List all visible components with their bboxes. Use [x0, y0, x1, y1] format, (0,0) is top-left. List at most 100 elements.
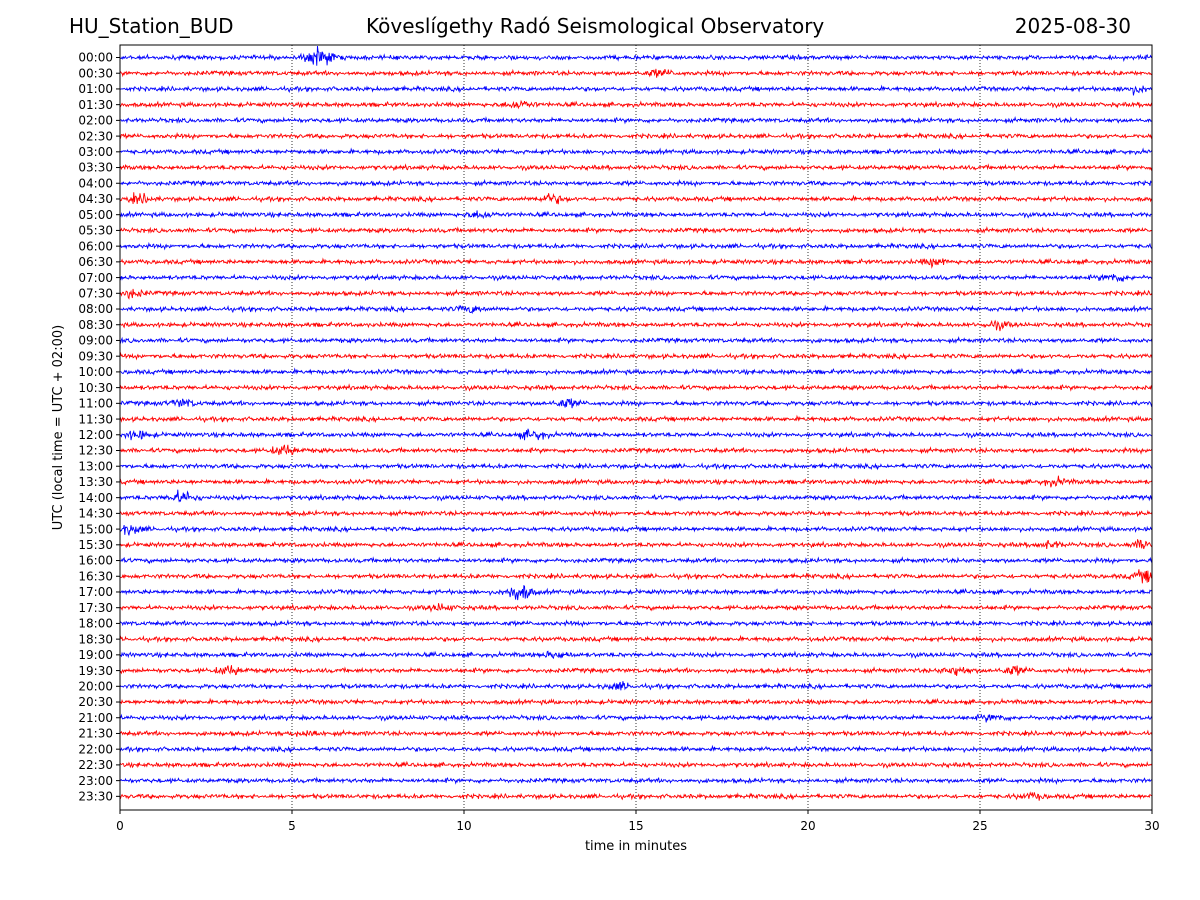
y-tick-label: 19:30	[78, 664, 113, 678]
y-tick-label: 20:30	[78, 695, 113, 709]
trace-1330	[119, 475, 1153, 488]
y-tick-label: 19:00	[78, 648, 113, 662]
trace-0730	[119, 288, 1153, 300]
trace-2200	[119, 744, 1153, 754]
y-tick-label: 02:00	[78, 114, 113, 128]
y-tick-label: 05:30	[78, 224, 113, 238]
trace-1230	[119, 444, 1153, 456]
trace-1000	[119, 367, 1152, 376]
trace-2030	[119, 697, 1153, 707]
y-tick-label: 18:00	[78, 617, 113, 631]
y-tick-label: 16:30	[78, 569, 113, 583]
trace-0800	[119, 304, 1153, 314]
trace-1730	[119, 603, 1153, 613]
trace-0400	[119, 178, 1152, 188]
y-tick-label: 08:30	[78, 318, 113, 332]
trace-2130	[119, 729, 1153, 738]
trace-0030	[119, 68, 1153, 78]
y-tick-label: 01:30	[78, 98, 113, 112]
y-tick-label: 10:30	[78, 381, 113, 395]
trace-2330	[119, 791, 1153, 801]
trace-1600	[119, 556, 1153, 565]
y-tick-label: 06:00	[78, 239, 113, 253]
trace-0600	[119, 241, 1153, 251]
trace-1930	[119, 665, 1153, 677]
x-axis-label: time in minutes	[585, 839, 687, 854]
y-tick-label: 23:00	[78, 774, 113, 788]
y-tick-label: 20:00	[78, 680, 113, 694]
y-tick-label: 10:00	[78, 365, 113, 379]
y-tick-label: 11:00	[78, 397, 113, 411]
trace-0230	[119, 131, 1153, 141]
x-tick-label: 20	[800, 819, 815, 833]
trace-1100	[119, 398, 1153, 409]
observatory-title: Köveslígethy Radó Seismological Observat…	[366, 14, 825, 38]
y-tick-label: 03:00	[78, 145, 113, 159]
y-tick-label: 03:30	[78, 161, 113, 175]
trace-0830	[119, 319, 1153, 332]
trace-1630	[119, 569, 1153, 584]
x-tick-label: 0	[116, 819, 124, 833]
y-tick-label: 04:30	[78, 192, 113, 206]
trace-2230	[119, 760, 1153, 769]
trace-0530	[119, 225, 1153, 235]
trace-2300	[119, 776, 1153, 785]
trace-0700	[119, 273, 1153, 283]
trace-1300	[119, 462, 1153, 471]
x-tick-label: 10	[456, 819, 471, 833]
trace-1200	[119, 428, 1153, 441]
y-tick-label: 07:30	[78, 287, 113, 301]
trace-0100	[119, 84, 1153, 96]
y-tick-label: 14:30	[78, 507, 113, 521]
y-tick-label: 15:00	[78, 522, 113, 536]
y-tick-label: 01:00	[78, 82, 113, 96]
y-tick-label: 13:30	[78, 475, 113, 489]
y-tick-label: 18:30	[78, 632, 113, 646]
trace-0930	[119, 351, 1153, 361]
y-tick-label: 06:30	[78, 255, 113, 269]
date-label: 2025-08-30	[1014, 14, 1131, 38]
y-tick-label: 08:00	[78, 302, 113, 316]
y-tick-label: 02:30	[78, 129, 113, 143]
y-tick-label: 22:30	[78, 758, 113, 772]
trace-0630	[119, 257, 1153, 269]
trace-1130	[119, 414, 1153, 424]
trace-0430	[119, 192, 1153, 205]
y-tick-label: 21:00	[78, 711, 113, 725]
trace-1830	[119, 634, 1153, 644]
y-tick-label: 09:00	[78, 334, 113, 348]
trace-1400	[119, 489, 1153, 503]
trace-0330	[119, 163, 1153, 172]
y-tick-label: 16:00	[78, 554, 113, 568]
trace-0300	[119, 147, 1153, 156]
trace-1700	[119, 585, 1153, 601]
trace-1430	[119, 508, 1153, 518]
y-tick-label: 17:30	[78, 601, 113, 615]
y-tick-label: 23:30	[78, 790, 113, 804]
y-tick-label: 04:00	[78, 176, 113, 190]
x-tick-label: 15	[628, 819, 643, 833]
trace-0000	[119, 45, 1153, 66]
trace-0200	[119, 115, 1153, 125]
y-tick-label: 07:00	[78, 271, 113, 285]
trace-1530	[119, 539, 1153, 550]
trace-1030	[119, 383, 1153, 392]
trace-0500	[119, 210, 1153, 220]
y-tick-label: 15:30	[78, 538, 113, 552]
x-tick-label: 30	[1144, 819, 1159, 833]
y-tick-label: 14:00	[78, 491, 113, 505]
y-tick-label: 12:30	[78, 444, 113, 458]
y-tick-label: 00:00	[78, 51, 113, 65]
y-tick-label: 13:00	[78, 459, 113, 473]
station-name: HU_Station_BUD	[69, 14, 234, 38]
y-tick-label: 11:30	[78, 412, 113, 426]
y-tick-label: 22:00	[78, 742, 113, 756]
x-tick-label: 5	[288, 819, 296, 833]
trace-0900	[119, 336, 1153, 345]
y-tick-label: 12:00	[78, 428, 113, 442]
y-tick-label: 21:30	[78, 727, 113, 741]
trace-1500	[119, 524, 1153, 536]
y-tick-label: 09:30	[78, 349, 113, 363]
trace-2000	[119, 681, 1153, 691]
